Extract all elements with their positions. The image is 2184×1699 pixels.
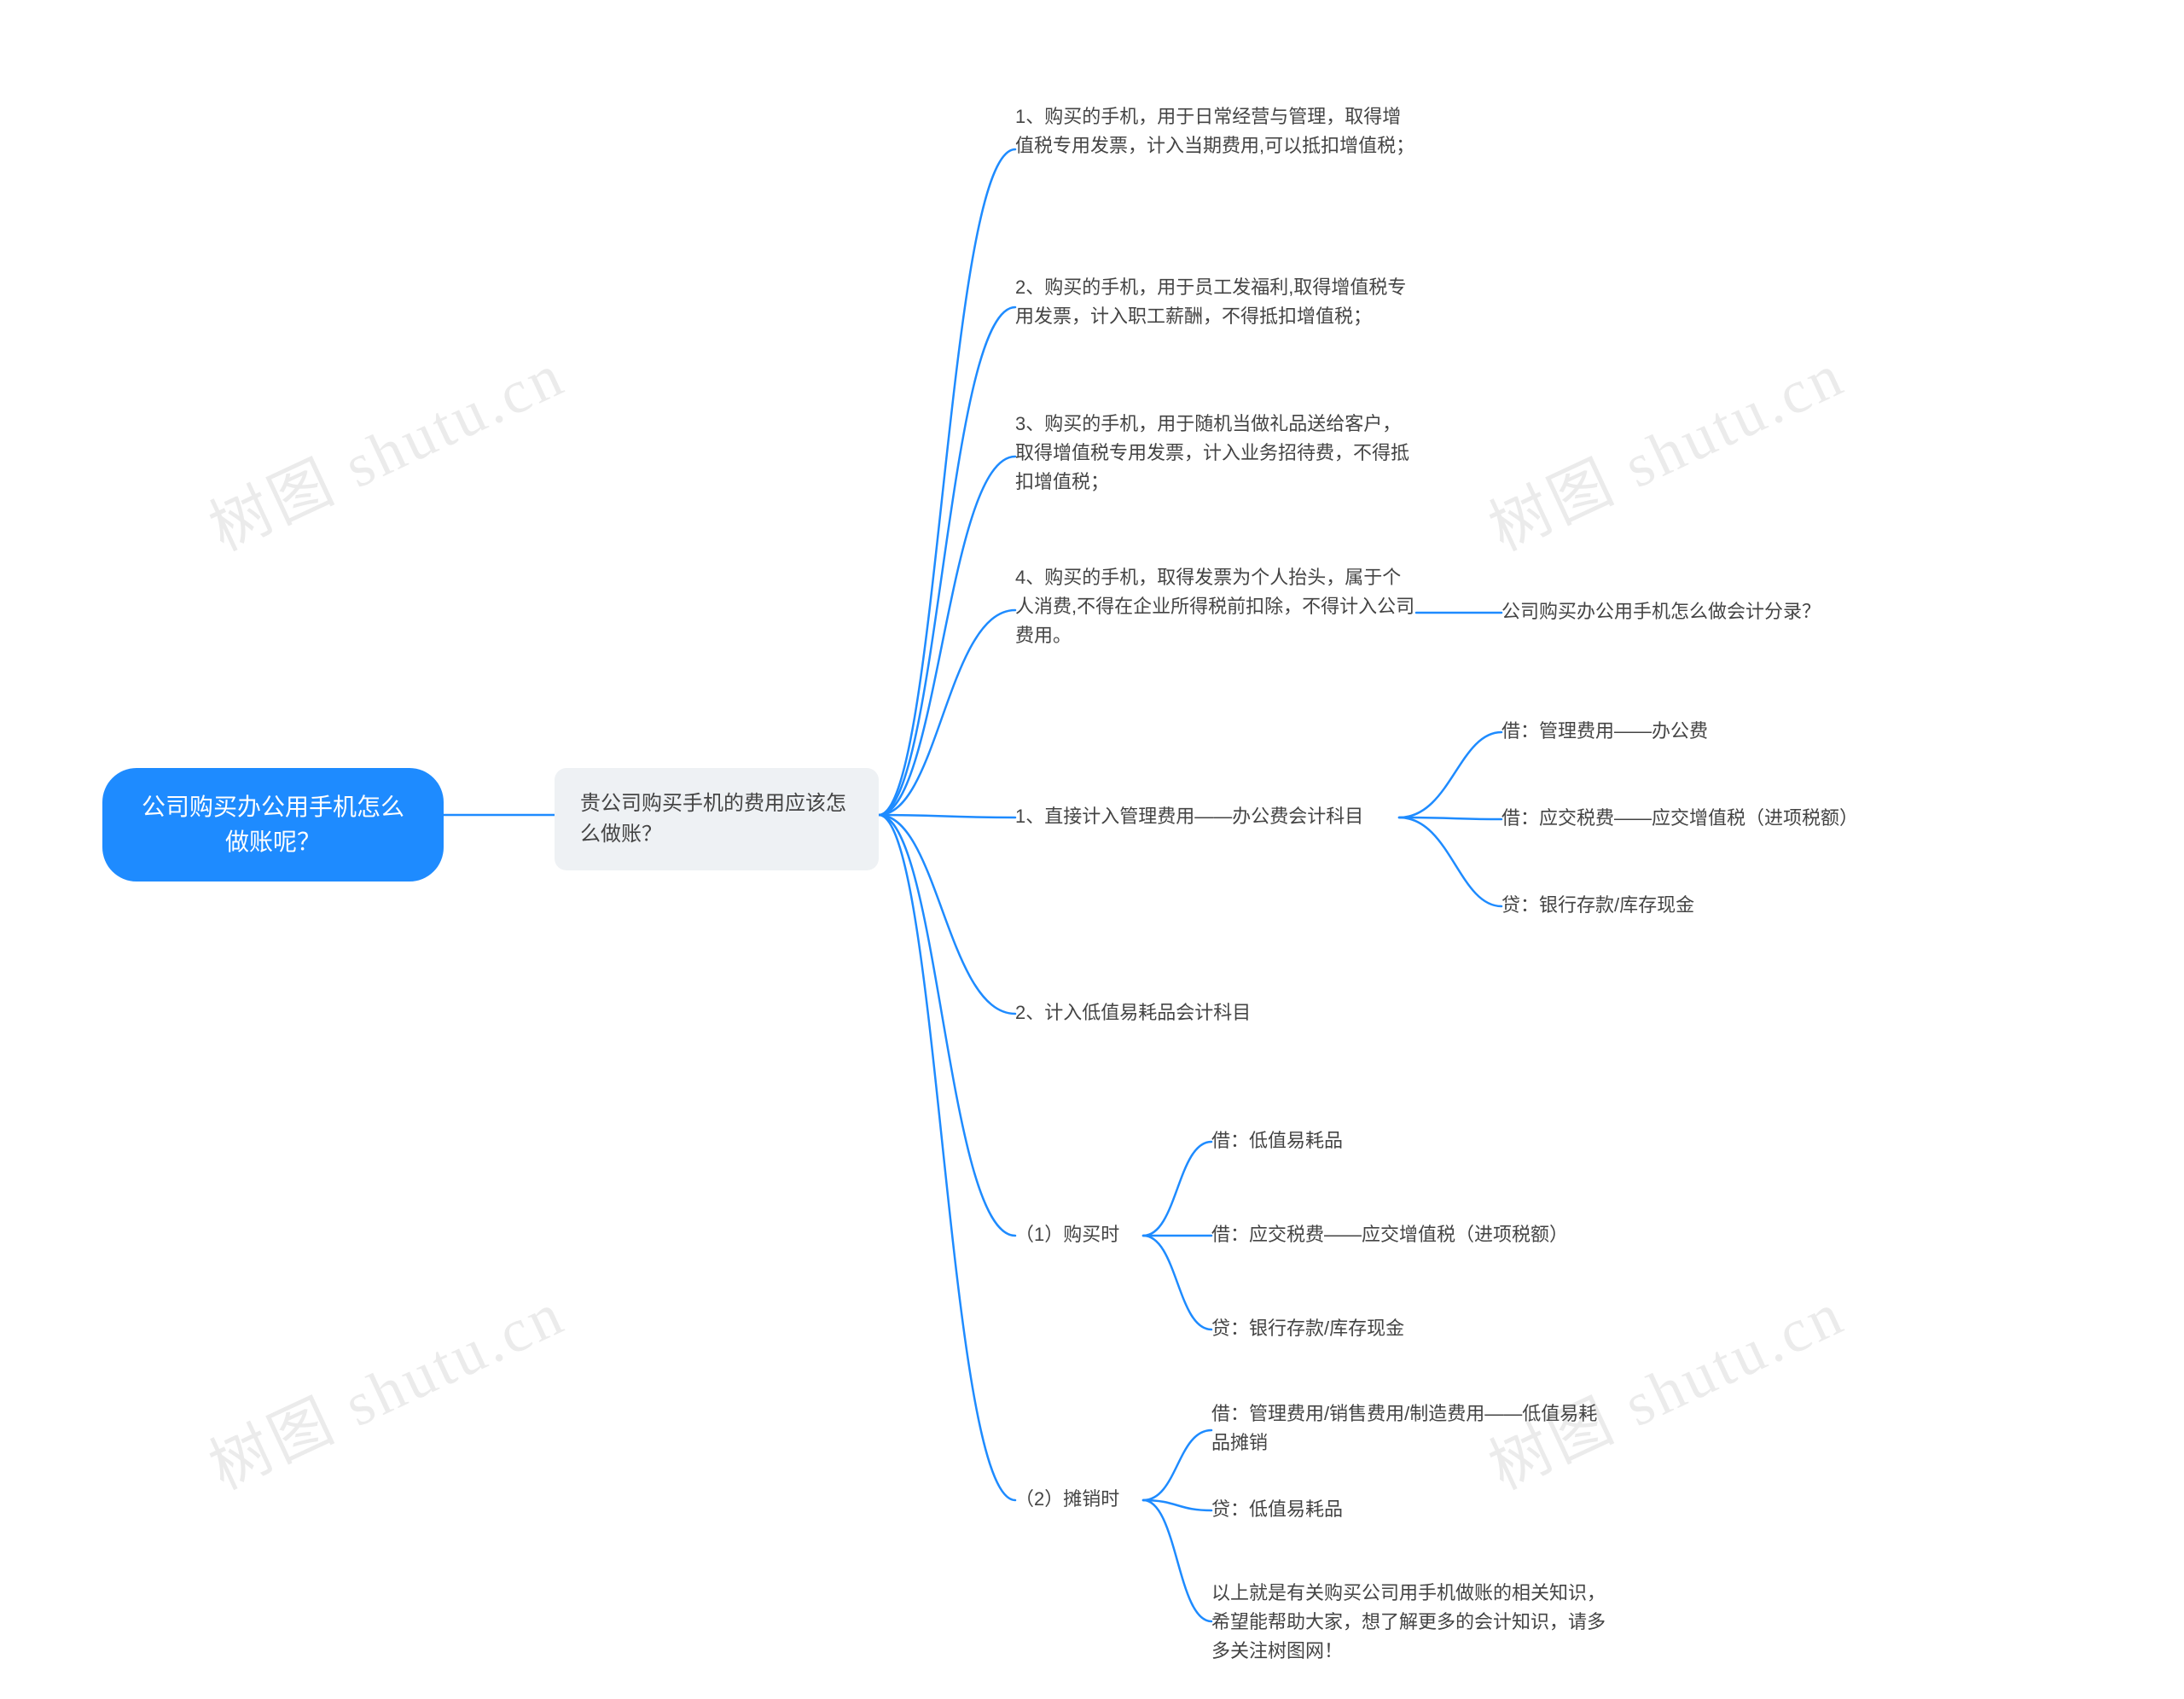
node-label: 4、购买的手机，取得发票为个人抬头，属于个人消费,不得在企业所得税前扣除，不得计… [1015, 563, 1416, 650]
mindmap-branch[interactable]: 贵公司购买手机的费用应该怎么做账？ [555, 768, 879, 870]
node-label: 借：低值易耗品 [1211, 1126, 1343, 1155]
node-label: 1、直接计入管理费用——办公费会计科目 [1015, 802, 1363, 831]
mindmap-node[interactable]: 1、直接计入管理费用——办公费会计科目 [1015, 802, 1391, 831]
mindmap-node[interactable]: 借：低值易耗品 [1211, 1126, 1399, 1155]
node-label: 3、购买的手机，用于随机当做礼品送给客户，取得增值税专用发票，计入业务招待费，不… [1015, 410, 1416, 497]
mindmap-node[interactable]: 3、购买的手机，用于随机当做礼品送给客户，取得增值税专用发票，计入业务招待费，不… [1015, 410, 1416, 497]
node-label: 借：管理费用——办公费 [1502, 717, 1708, 746]
mindmap-node[interactable]: 借：应交税费——应交增值税（进项税额） [1211, 1220, 1604, 1249]
node-label: 贷：银行存款/库存现金 [1502, 891, 1694, 920]
mindmap-node[interactable]: 借：应交税费——应交增值税（进项税额） [1502, 804, 1894, 833]
mindmap-node[interactable]: 2、计入低值易耗品会计科目 [1015, 998, 1288, 1027]
node-label: 2、计入低值易耗品会计科目 [1015, 998, 1251, 1027]
mindmap-node[interactable]: 贷：银行存款/库存现金 [1211, 1314, 1450, 1343]
branch-label: 贵公司购买手机的费用应该怎么做账？ [580, 788, 853, 850]
node-label: （2）摊销时 [1015, 1485, 1119, 1514]
mindmap-node[interactable]: （2）摊销时 [1015, 1485, 1143, 1514]
mindmap-node[interactable]: 2、购买的手机，用于员工发福利,取得增值税专用发票，计入职工薪酬，不得抵扣增值税… [1015, 273, 1416, 331]
mindmap-node[interactable]: 以上就是有关购买公司用手机做账的相关知识，希望能帮助大家，想了解更多的会计知识，… [1211, 1579, 1612, 1666]
mindmap-node[interactable]: 借：管理费用——办公费 [1502, 717, 1757, 746]
node-label: 公司购买办公用手机怎么做会计分录？ [1502, 597, 1821, 626]
mindmap-node[interactable]: 借：管理费用/销售费用/制造费用——低值易耗品摊销 [1211, 1399, 1612, 1458]
watermark: 树图 shutu.cn [1472, 325, 1856, 567]
node-label: 借：管理费用/销售费用/制造费用——低值易耗品摊销 [1211, 1399, 1612, 1458]
watermark: 树图 shutu.cn [193, 325, 577, 567]
mindmap-node[interactable]: （1）购买时 [1015, 1220, 1143, 1249]
mindmap-node[interactable]: 公司购买办公用手机怎么做会计分录？ [1502, 597, 1868, 626]
node-label: 借：应交税费——应交增值税（进项税额） [1502, 804, 1858, 833]
mindmap-node[interactable]: 1、购买的手机，用于日常经营与管理，取得增值税专用发票，计入当期费用,可以抵扣增… [1015, 102, 1416, 160]
mindmap-node[interactable]: 贷：低值易耗品 [1211, 1495, 1399, 1524]
node-label: 2、购买的手机，用于员工发福利,取得增值税专用发票，计入职工薪酬，不得抵扣增值税… [1015, 273, 1416, 331]
node-label: 贷：银行存款/库存现金 [1211, 1314, 1404, 1343]
mindmap-node[interactable]: 贷：银行存款/库存现金 [1502, 891, 1740, 920]
watermark: 树图 shutu.cn [1472, 1264, 1856, 1506]
node-label: 贷：低值易耗品 [1211, 1495, 1343, 1524]
watermark: 树图 shutu.cn [193, 1264, 577, 1506]
node-label: 以上就是有关购买公司用手机做账的相关知识，希望能帮助大家，想了解更多的会计知识，… [1211, 1579, 1612, 1666]
node-label: 1、购买的手机，用于日常经营与管理，取得增值税专用发票，计入当期费用,可以抵扣增… [1015, 102, 1416, 160]
node-label: （1）购买时 [1015, 1220, 1119, 1249]
mindmap-root[interactable]: 公司购买办公用手机怎么做账呢？ [102, 768, 444, 882]
root-label: 公司购买办公用手机怎么做账呢？ [142, 790, 404, 859]
mindmap-node[interactable]: 4、购买的手机，取得发票为个人抬头，属于个人消费,不得在企业所得税前扣除，不得计… [1015, 563, 1416, 650]
node-label: 借：应交税费——应交增值税（进项税额） [1211, 1220, 1568, 1249]
